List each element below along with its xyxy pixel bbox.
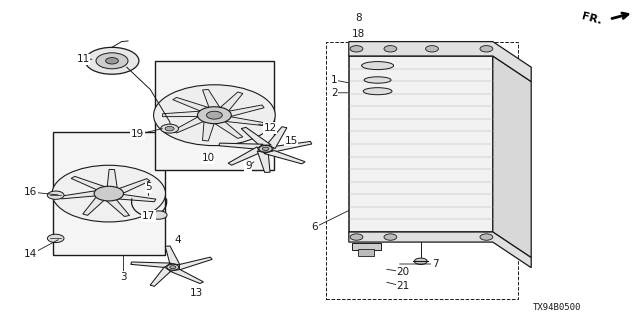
Polygon shape bbox=[228, 147, 260, 165]
Circle shape bbox=[384, 234, 397, 240]
Polygon shape bbox=[272, 141, 312, 152]
Circle shape bbox=[262, 147, 269, 150]
Circle shape bbox=[350, 46, 363, 52]
Polygon shape bbox=[173, 97, 217, 113]
Polygon shape bbox=[241, 127, 271, 145]
Text: 13: 13 bbox=[190, 288, 203, 299]
Bar bbox=[358, 250, 374, 256]
Polygon shape bbox=[217, 92, 243, 116]
Text: 7: 7 bbox=[432, 259, 438, 269]
Text: 10: 10 bbox=[202, 153, 214, 164]
Polygon shape bbox=[165, 246, 180, 265]
Text: 6: 6 bbox=[312, 222, 318, 232]
Polygon shape bbox=[110, 194, 156, 202]
Text: 21: 21 bbox=[397, 281, 410, 292]
Circle shape bbox=[426, 46, 438, 52]
Circle shape bbox=[52, 165, 166, 222]
Polygon shape bbox=[163, 110, 210, 117]
Polygon shape bbox=[179, 257, 212, 270]
Circle shape bbox=[198, 107, 231, 124]
Circle shape bbox=[85, 47, 139, 74]
Text: 4: 4 bbox=[175, 235, 181, 245]
Circle shape bbox=[170, 266, 176, 269]
Text: 15: 15 bbox=[285, 136, 298, 146]
Text: 17: 17 bbox=[142, 211, 155, 221]
Circle shape bbox=[94, 186, 124, 201]
Polygon shape bbox=[219, 143, 263, 149]
Polygon shape bbox=[173, 113, 209, 133]
Polygon shape bbox=[349, 232, 531, 268]
Text: 20: 20 bbox=[397, 267, 410, 277]
Polygon shape bbox=[150, 267, 171, 286]
Polygon shape bbox=[83, 193, 106, 215]
Polygon shape bbox=[493, 56, 531, 258]
Text: 8: 8 bbox=[355, 12, 362, 23]
Polygon shape bbox=[209, 119, 243, 138]
Bar bbox=[53, 132, 165, 255]
Polygon shape bbox=[107, 169, 118, 192]
Circle shape bbox=[384, 46, 397, 52]
Circle shape bbox=[161, 124, 179, 133]
Text: 14: 14 bbox=[24, 249, 37, 260]
Circle shape bbox=[102, 190, 116, 197]
Circle shape bbox=[207, 111, 222, 119]
Polygon shape bbox=[257, 151, 270, 172]
Text: 12: 12 bbox=[264, 123, 276, 133]
Polygon shape bbox=[202, 89, 223, 112]
Text: 5: 5 bbox=[145, 182, 152, 192]
Circle shape bbox=[106, 58, 118, 64]
Circle shape bbox=[259, 146, 272, 152]
Polygon shape bbox=[102, 197, 129, 216]
Polygon shape bbox=[216, 116, 264, 125]
Circle shape bbox=[150, 211, 167, 219]
Circle shape bbox=[167, 264, 179, 270]
Circle shape bbox=[165, 126, 174, 131]
Text: 3: 3 bbox=[120, 272, 127, 282]
Text: 9: 9 bbox=[245, 161, 252, 172]
Circle shape bbox=[207, 112, 221, 119]
Text: TX94B0500: TX94B0500 bbox=[532, 303, 581, 312]
Text: 18: 18 bbox=[352, 28, 365, 39]
Polygon shape bbox=[170, 269, 204, 284]
Polygon shape bbox=[61, 190, 103, 199]
Polygon shape bbox=[131, 262, 171, 268]
Circle shape bbox=[47, 191, 64, 199]
Text: 1: 1 bbox=[331, 75, 337, 85]
Ellipse shape bbox=[364, 88, 392, 95]
Circle shape bbox=[350, 234, 363, 240]
Circle shape bbox=[96, 53, 128, 69]
Ellipse shape bbox=[364, 77, 391, 83]
Bar bbox=[326, 42, 518, 299]
Text: FR.: FR. bbox=[580, 12, 603, 27]
Circle shape bbox=[154, 85, 275, 146]
Polygon shape bbox=[71, 176, 111, 191]
Circle shape bbox=[480, 46, 493, 52]
Ellipse shape bbox=[362, 61, 394, 69]
Circle shape bbox=[211, 113, 218, 117]
Text: 16: 16 bbox=[24, 187, 37, 197]
Polygon shape bbox=[264, 151, 305, 164]
Circle shape bbox=[415, 258, 428, 264]
Text: 19: 19 bbox=[131, 129, 144, 140]
Bar bbox=[156, 61, 274, 170]
Polygon shape bbox=[349, 42, 531, 82]
Circle shape bbox=[47, 234, 64, 243]
Circle shape bbox=[106, 192, 112, 195]
Bar bbox=[352, 243, 381, 250]
Circle shape bbox=[480, 234, 493, 240]
Bar bbox=[349, 56, 493, 232]
Text: 2: 2 bbox=[331, 88, 337, 98]
Polygon shape bbox=[267, 127, 287, 148]
Polygon shape bbox=[222, 105, 264, 119]
Polygon shape bbox=[202, 116, 215, 141]
Polygon shape bbox=[115, 179, 150, 196]
Text: 11: 11 bbox=[77, 54, 90, 64]
